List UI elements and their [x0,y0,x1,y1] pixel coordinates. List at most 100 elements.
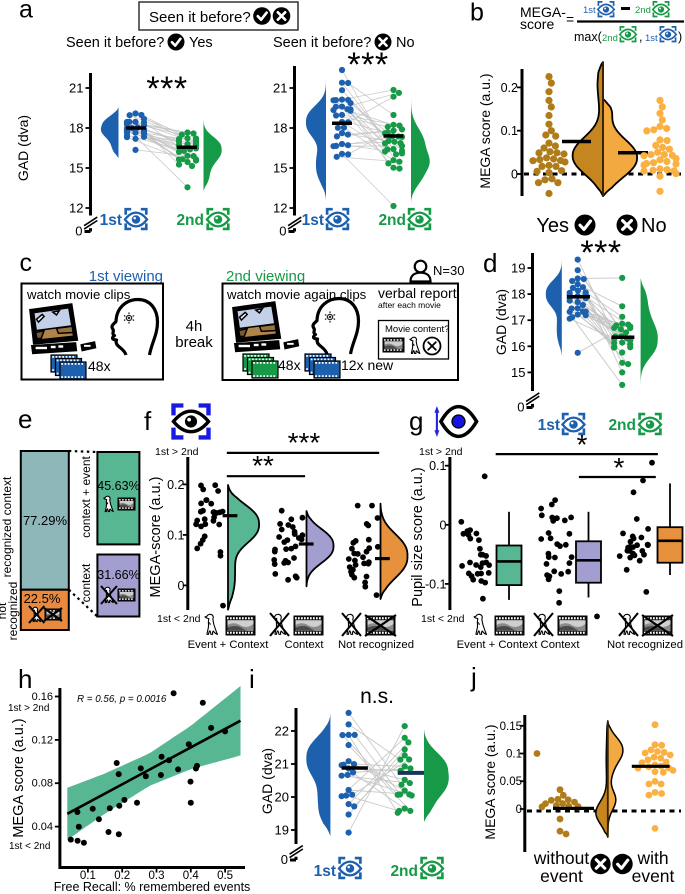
svg-text:1st > 2nd: 1st > 2nd [419,446,463,458]
svg-text:Not recognized: Not recognized [338,639,414,651]
svg-text:Seen it before?: Seen it before? [149,9,251,26]
svg-text:n.s.: n.s. [360,685,394,708]
svg-text:48x: 48x [88,358,111,374]
svg-text:1st: 1st [645,33,658,44]
svg-text:1st: 1st [302,212,324,229]
svg-text:score: score [520,16,554,32]
svg-text:21: 21 [69,81,83,96]
svg-text:f: f [144,406,152,436]
svg-text:MEGA score (a.u.): MEGA score (a.u.) [482,724,498,839]
svg-text:d: d [483,248,497,278]
svg-text:31.66%: 31.66% [97,568,139,582]
svg-text:Seen it before?: Seen it before? [273,35,371,51]
svg-text:b: b [470,0,484,27]
svg-text:2nd: 2nd [608,417,636,434]
svg-text:2nd: 2nd [176,212,204,229]
svg-text:N=30: N=30 [433,263,464,278]
svg-text:No: No [641,215,667,237]
svg-text:after each movie: after each movie [378,300,441,310]
svg-text:19: 19 [511,261,525,276]
svg-text:Event + Context: Event + Context [457,639,539,651]
svg-text:18: 18 [69,121,83,136]
svg-text:=: = [566,11,574,27]
svg-text:2nd: 2nd [390,863,418,880]
svg-text:Yes: Yes [536,215,569,237]
svg-text:R = 0.56, p = 0.0016: R = 0.56, p = 0.0016 [77,694,167,705]
svg-text:2nd: 2nd [378,212,406,229]
svg-text:GAD (dva): GAD (dva) [259,748,275,814]
svg-text:h: h [18,664,32,694]
svg-text:Context: Context [285,639,325,651]
svg-text:***: *** [288,427,321,458]
svg-text:12: 12 [273,201,287,216]
svg-text:0: 0 [178,579,185,593]
svg-text:max(: max( [574,30,603,44]
svg-text:17: 17 [511,313,525,328]
svg-text:watch movie clips: watch movie clips [26,287,131,302]
svg-text:event: event [632,866,675,886]
svg-text:Pupil size score (a.u.): Pupil size score (a.u.) [410,467,426,606]
svg-text:18: 18 [511,287,525,302]
svg-text:0: 0 [517,400,524,415]
svg-text:Yes: Yes [189,35,213,51]
svg-text:18: 18 [273,121,287,136]
svg-text:1st > 2nd: 1st > 2nd [155,446,199,458]
svg-text:1st > 2nd: 1st > 2nd [8,703,49,714]
svg-text:1st: 1st [314,863,336,880]
svg-text:0: 0 [279,224,286,239]
svg-text:0.16: 0.16 [32,691,53,703]
svg-text:0.4: 0.4 [183,870,200,882]
svg-text:0: 0 [75,224,82,239]
svg-text:2nd viewing: 2nd viewing [226,268,305,285]
svg-text:77.29%: 77.29% [23,513,68,528]
svg-text:,: , [639,30,642,44]
svg-text:g: g [409,406,423,436]
svg-text:*: * [577,429,588,460]
svg-text:MEGA score (a.u.): MEGA score (a.u.) [11,718,27,837]
svg-text:15: 15 [69,161,83,176]
svg-text:): ) [678,30,682,44]
svg-text:***: *** [347,46,388,84]
svg-text:22: 22 [275,724,289,739]
svg-text:1st: 1st [538,417,560,434]
svg-text:0.1: 0.1 [167,528,184,542]
svg-text:recognized context: recognized context [0,476,14,577]
svg-text:MEGA-score (a.u.): MEGA-score (a.u.) [148,477,164,598]
svg-text:20: 20 [275,790,289,805]
svg-text:1st < 2nd: 1st < 2nd [9,841,50,852]
svg-text:48x: 48x [278,357,301,373]
svg-text:0: 0 [440,518,447,532]
svg-text:Seen it before?: Seen it before? [66,35,164,51]
svg-text:15: 15 [511,365,525,380]
svg-text:1st: 1st [583,5,596,16]
svg-text:4h: 4h [186,318,203,335]
svg-text:0.2: 0.2 [114,870,130,882]
svg-text:1st: 1st [100,212,122,229]
svg-text:0.05: 0.05 [500,776,522,788]
svg-text:0.2: 0.2 [167,478,184,492]
svg-text:0: 0 [516,804,522,816]
svg-text:GAD (dva): GAD (dva) [15,115,31,181]
svg-text:1st viewing: 1st viewing [89,268,163,285]
svg-text:Event + Context: Event + Context [188,639,270,651]
svg-text:16: 16 [511,339,525,354]
svg-text:0.1: 0.1 [501,124,518,138]
svg-text:not: not [0,602,9,619]
svg-text:2nd: 2nd [602,33,618,44]
svg-text:12x new: 12x new [341,357,394,373]
svg-text:19: 19 [275,823,289,838]
svg-text:a: a [19,0,33,24]
svg-text:0.1: 0.1 [429,459,446,473]
svg-text:0.04: 0.04 [32,821,53,833]
svg-text:with: with [636,848,668,868]
svg-text:0.1: 0.1 [506,749,522,761]
svg-text:0.08: 0.08 [32,778,53,790]
svg-text:break: break [175,334,213,351]
svg-text:0.5: 0.5 [217,870,233,882]
svg-text:15: 15 [273,161,287,176]
svg-text:12: 12 [69,201,83,216]
svg-text:MEGA score (a.u.): MEGA score (a.u.) [477,73,493,188]
svg-text:recognized: recognized [6,582,20,641]
svg-text:21: 21 [275,757,289,772]
svg-text:0.15: 0.15 [500,721,522,733]
